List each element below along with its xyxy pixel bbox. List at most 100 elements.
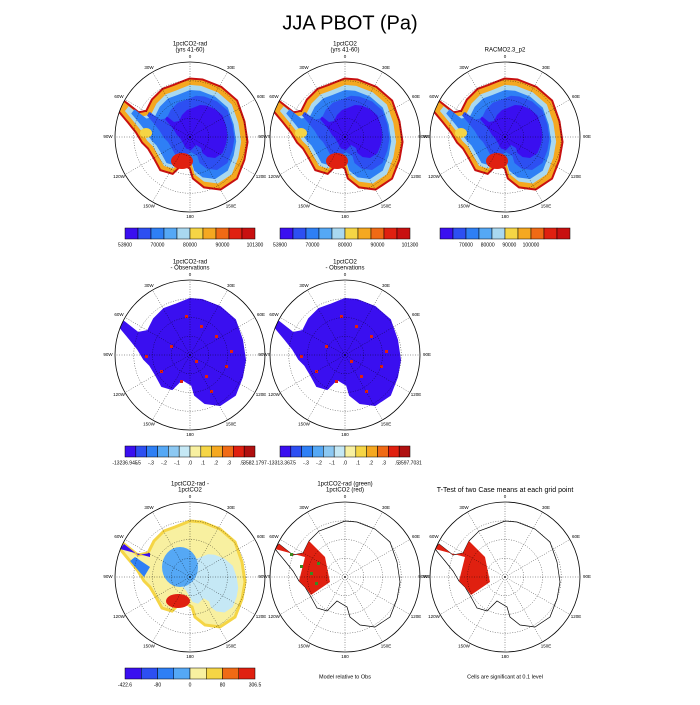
longitude-label: 120E (571, 174, 582, 179)
longitude-label: 30W (144, 505, 154, 510)
colorbar-box (312, 445, 324, 458)
longitude-label: 90E (583, 134, 591, 139)
colorbar-box (491, 227, 506, 240)
colorbar-box (173, 667, 191, 680)
latitude-circle (288, 80, 402, 194)
longitude-label: 60E (572, 94, 580, 99)
colorbar-box (150, 227, 165, 240)
meridian (467, 576, 506, 643)
meridian (344, 354, 411, 393)
colorbar-box (366, 445, 378, 458)
meridian (124, 576, 191, 615)
peninsula (120, 544, 150, 557)
map-border (114, 279, 266, 431)
meridian (307, 354, 346, 421)
colorbar-label: 90000 (371, 242, 385, 248)
anomaly-cell (380, 365, 383, 368)
map-border (269, 61, 421, 213)
colorbar-label: -.1 (174, 460, 180, 466)
anomaly-cell (350, 360, 353, 363)
longitude-label: 90E (583, 574, 591, 579)
meridian (504, 99, 571, 138)
colorbar-box (305, 227, 320, 240)
longitude-label: 30W (459, 505, 469, 510)
longitude-label: 60E (572, 534, 580, 539)
colorbar-label: .5 (240, 460, 244, 466)
meridian (307, 511, 346, 578)
meridian (344, 99, 411, 138)
colorbar-box (333, 445, 346, 458)
meridian (504, 71, 543, 138)
colorbar-box (124, 667, 142, 680)
meridian (344, 576, 411, 615)
longitude-label: 60E (412, 94, 420, 99)
colorbar-label: .0 (343, 460, 347, 466)
longitude-label: 60W (114, 312, 124, 317)
meridian (467, 71, 506, 138)
longitude-label: 30W (299, 283, 309, 288)
longitude-label: 120W (268, 614, 281, 619)
longitude-label: 150W (298, 203, 311, 208)
anomaly-cell (230, 350, 233, 353)
longitude-label: 90W (418, 574, 428, 579)
colorbar-label: 90000 (502, 242, 516, 248)
latitude-circle (171, 336, 209, 374)
colorbar-box (222, 667, 239, 680)
meridian (504, 136, 543, 203)
longitude-label: 30E (542, 505, 550, 510)
meridian (279, 354, 346, 393)
longitude-label: 120W (113, 614, 126, 619)
ice-shelf (326, 153, 348, 169)
meridian (344, 71, 383, 138)
panel-footer: Model relative to Obs (319, 674, 371, 680)
meridian (124, 136, 191, 175)
colorbar-label: 101300 (247, 242, 264, 248)
map-border (269, 501, 421, 653)
panel-title: (yrs 41-60) (175, 48, 204, 54)
colorbar-label: -.3 (303, 460, 309, 466)
latitude-circle (326, 336, 364, 374)
panel-title: 1pctCO2 (333, 260, 357, 266)
meridian (307, 71, 346, 138)
longitude-label: 0 (189, 54, 192, 59)
anomaly-cell (370, 335, 373, 338)
longitude-label: 180 (341, 432, 349, 437)
meridian (279, 539, 346, 578)
meridian (152, 71, 191, 138)
colorbar-label: -13313.367 (267, 460, 293, 466)
longitude-label: 30E (542, 65, 550, 70)
meridian (189, 289, 228, 356)
longitude-label: 150E (541, 203, 552, 208)
longitude-label: 90E (423, 352, 431, 357)
colorbar-box (135, 445, 147, 458)
map-fill (274, 520, 401, 628)
map-panel: T-Test of two Case means at each grid po… (418, 487, 591, 681)
colorbar-box (233, 445, 245, 458)
colorbar-box (200, 445, 212, 458)
anomaly-cell (225, 365, 228, 368)
anomaly (130, 557, 150, 577)
meridian (467, 511, 506, 578)
meridian (439, 576, 506, 615)
colorbar-label: 70000 (459, 242, 473, 248)
anomaly-cell (200, 325, 203, 328)
colorbar-box (517, 227, 532, 240)
colorbar-label: .0 (188, 460, 192, 466)
longitude-label: 150E (541, 643, 552, 648)
longitude-label: 90E (423, 134, 431, 139)
colorbar-box (241, 227, 256, 240)
longitude-label: 150W (143, 421, 156, 426)
longitude-label: 30W (299, 65, 309, 70)
colorbar-box (383, 227, 398, 240)
significant-cell (290, 553, 293, 556)
colorbar-box (279, 445, 292, 458)
latitude-circle (133, 298, 247, 412)
colorbar-box (124, 445, 137, 458)
meridian (124, 539, 191, 578)
latitude-circle (288, 520, 402, 634)
meridian (189, 511, 228, 578)
longitude-label: 0 (189, 272, 192, 277)
meridian (504, 136, 571, 175)
longitude-label: 90W (418, 134, 428, 139)
